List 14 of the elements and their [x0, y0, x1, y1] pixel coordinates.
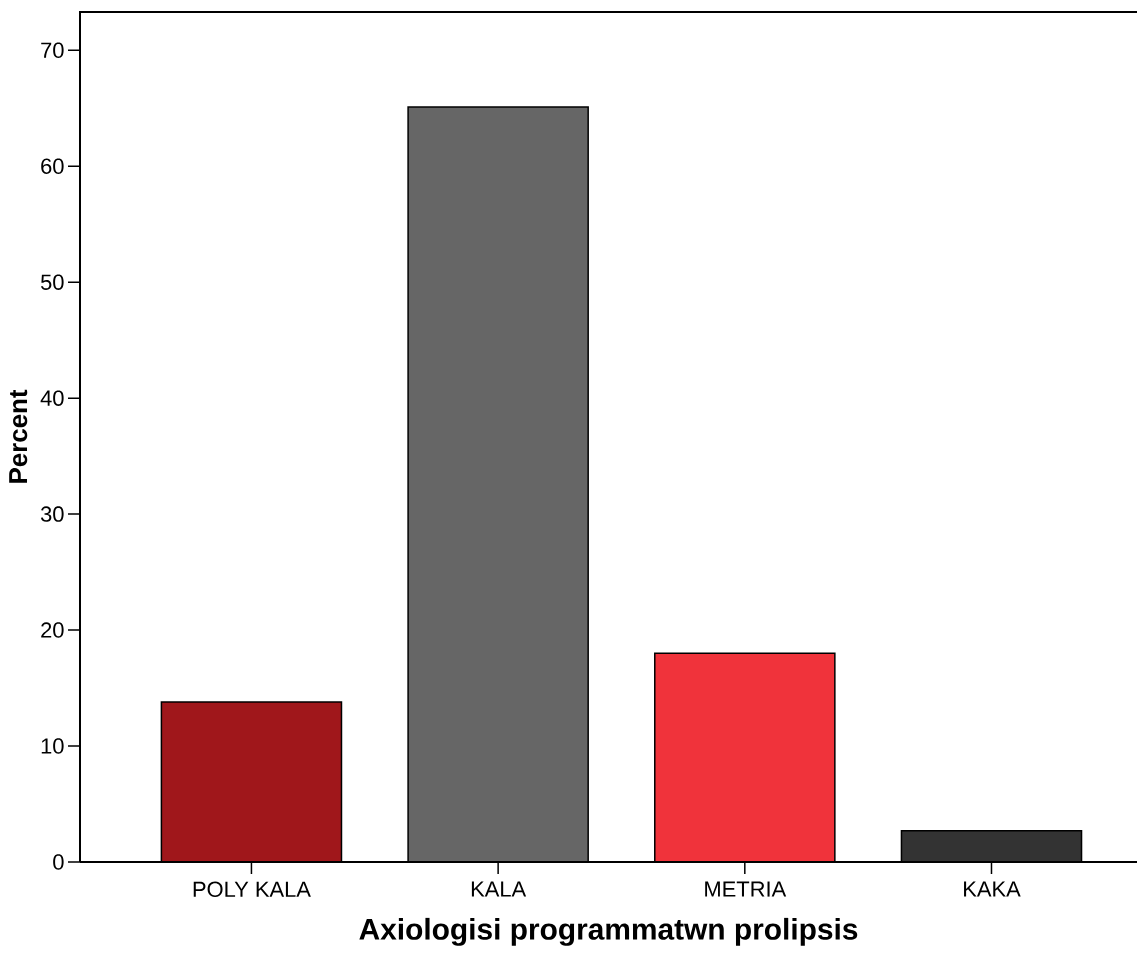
x-axis-title: Axiologisi programmatwn prolipsis: [359, 917, 858, 946]
y-tick-label: 30: [40, 506, 64, 522]
y-tick-label: 10: [41, 738, 64, 754]
x-tick-label: KAKA: [964, 881, 1021, 897]
x-tick-label: METRIA: [705, 881, 787, 897]
x-tick-label: KALA: [471, 881, 527, 897]
y-tick-label: 70: [41, 42, 64, 59]
y-tick-label: 50: [40, 274, 64, 290]
y-tick-label: 0: [53, 854, 64, 870]
y-axis-title: Percent: [9, 389, 28, 483]
y-tick-label: 60: [41, 158, 64, 174]
x-tick-label: POLY KALA: [193, 881, 311, 898]
y-tick-label: 20: [41, 622, 64, 638]
y-tick-label: 40: [40, 390, 64, 406]
